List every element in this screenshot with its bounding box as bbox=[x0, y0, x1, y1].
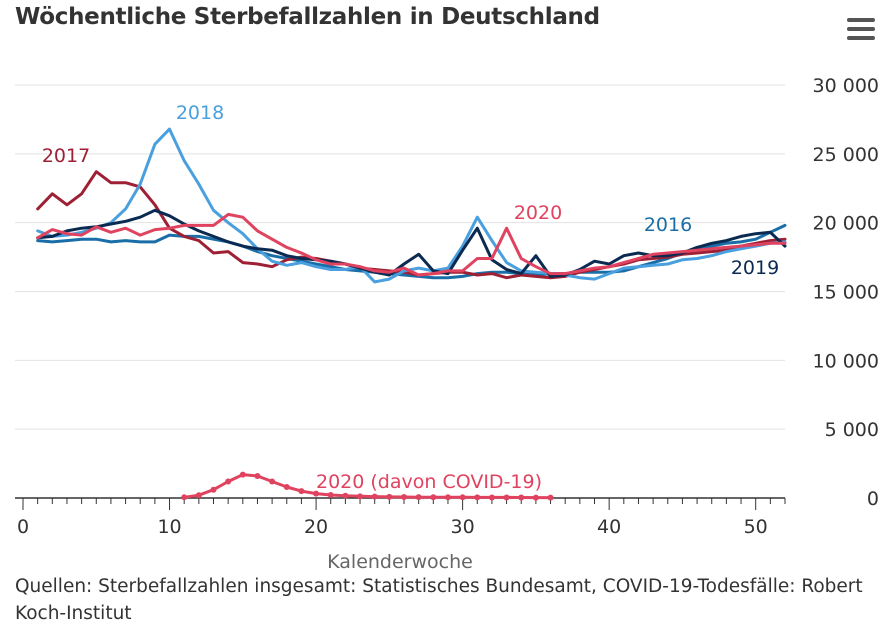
data-point bbox=[239, 471, 246, 478]
data-point bbox=[283, 483, 290, 490]
menu-bar bbox=[847, 36, 875, 40]
data-point bbox=[181, 494, 188, 501]
data-point bbox=[459, 494, 466, 501]
series-labels: 2016 2017 2018 2019 2020 2020 (davon COVID-19… bbox=[42, 102, 779, 493]
data-point bbox=[254, 472, 261, 479]
y-tick-label: 5 000 bbox=[825, 419, 879, 441]
series-label: 2017 bbox=[42, 145, 90, 167]
series-label: 2018 bbox=[176, 102, 224, 124]
data-point bbox=[327, 491, 334, 498]
data-point bbox=[503, 494, 510, 501]
grid-lines bbox=[15, 84, 785, 430]
series-label: 2016 bbox=[644, 214, 692, 236]
data-point bbox=[547, 494, 554, 501]
x-axis-label: Kalenderwoche bbox=[327, 551, 473, 573]
y-tick-label: 0 bbox=[867, 488, 879, 510]
data-point bbox=[430, 494, 437, 501]
x-tick-label: 10 bbox=[157, 516, 181, 538]
series-line bbox=[36, 208, 787, 278]
data-point bbox=[532, 494, 539, 501]
data-point bbox=[313, 490, 320, 497]
data-point bbox=[444, 494, 451, 501]
data-point bbox=[488, 494, 495, 501]
data-point bbox=[386, 493, 393, 500]
x-tick-label: 50 bbox=[744, 516, 768, 538]
series-label: 2020 bbox=[514, 202, 562, 224]
series-label: 2020 (davon COVID-19) bbox=[316, 471, 542, 493]
y-tick-label: 10 000 bbox=[813, 350, 879, 372]
x-tick-label: 20 bbox=[304, 516, 328, 538]
menu-bar bbox=[847, 18, 875, 22]
data-point bbox=[401, 494, 407, 501]
y-tick-label: 15 000 bbox=[813, 282, 879, 304]
data-point bbox=[269, 478, 276, 485]
source-note: Quellen: Sterbefallzahlen insgesamt: Sta… bbox=[15, 576, 863, 624]
y-tick-label: 20 000 bbox=[813, 213, 879, 235]
series-line bbox=[36, 170, 787, 280]
menu-bar bbox=[847, 27, 875, 31]
data-point bbox=[195, 492, 202, 499]
chart-title: Wöchentliche Sterbefallzahlen in Deutsch… bbox=[15, 4, 600, 30]
series-line bbox=[36, 223, 787, 280]
x-tick-label: 0 bbox=[17, 516, 29, 538]
y-axis: 0 5 000 10 000 15 000 20 000 25 000 30 000 bbox=[813, 75, 879, 510]
data-point bbox=[225, 478, 232, 485]
line-chart: 0 5 000 10 000 15 000 20 000 25 000 30 000 0 10… bbox=[15, 75, 879, 573]
data-point bbox=[342, 492, 349, 499]
data-point bbox=[210, 486, 217, 493]
data-point bbox=[474, 494, 481, 501]
x-axis: 0 10 20 30 40 50 bbox=[15, 497, 786, 538]
data-point bbox=[415, 494, 422, 501]
data-point bbox=[357, 493, 364, 500]
x-tick-label: 30 bbox=[451, 516, 475, 538]
data-point bbox=[298, 488, 305, 495]
hamburger-menu-icon[interactable] bbox=[843, 14, 879, 44]
x-tick-label: 40 bbox=[597, 516, 621, 538]
series-label: 2019 bbox=[731, 257, 779, 279]
series-lines bbox=[36, 127, 787, 501]
data-point bbox=[371, 493, 378, 500]
series-line bbox=[36, 212, 787, 277]
series-line bbox=[36, 127, 787, 284]
y-tick-label: 25 000 bbox=[813, 144, 879, 166]
data-point bbox=[518, 494, 525, 501]
y-tick-label: 30 000 bbox=[813, 75, 879, 97]
